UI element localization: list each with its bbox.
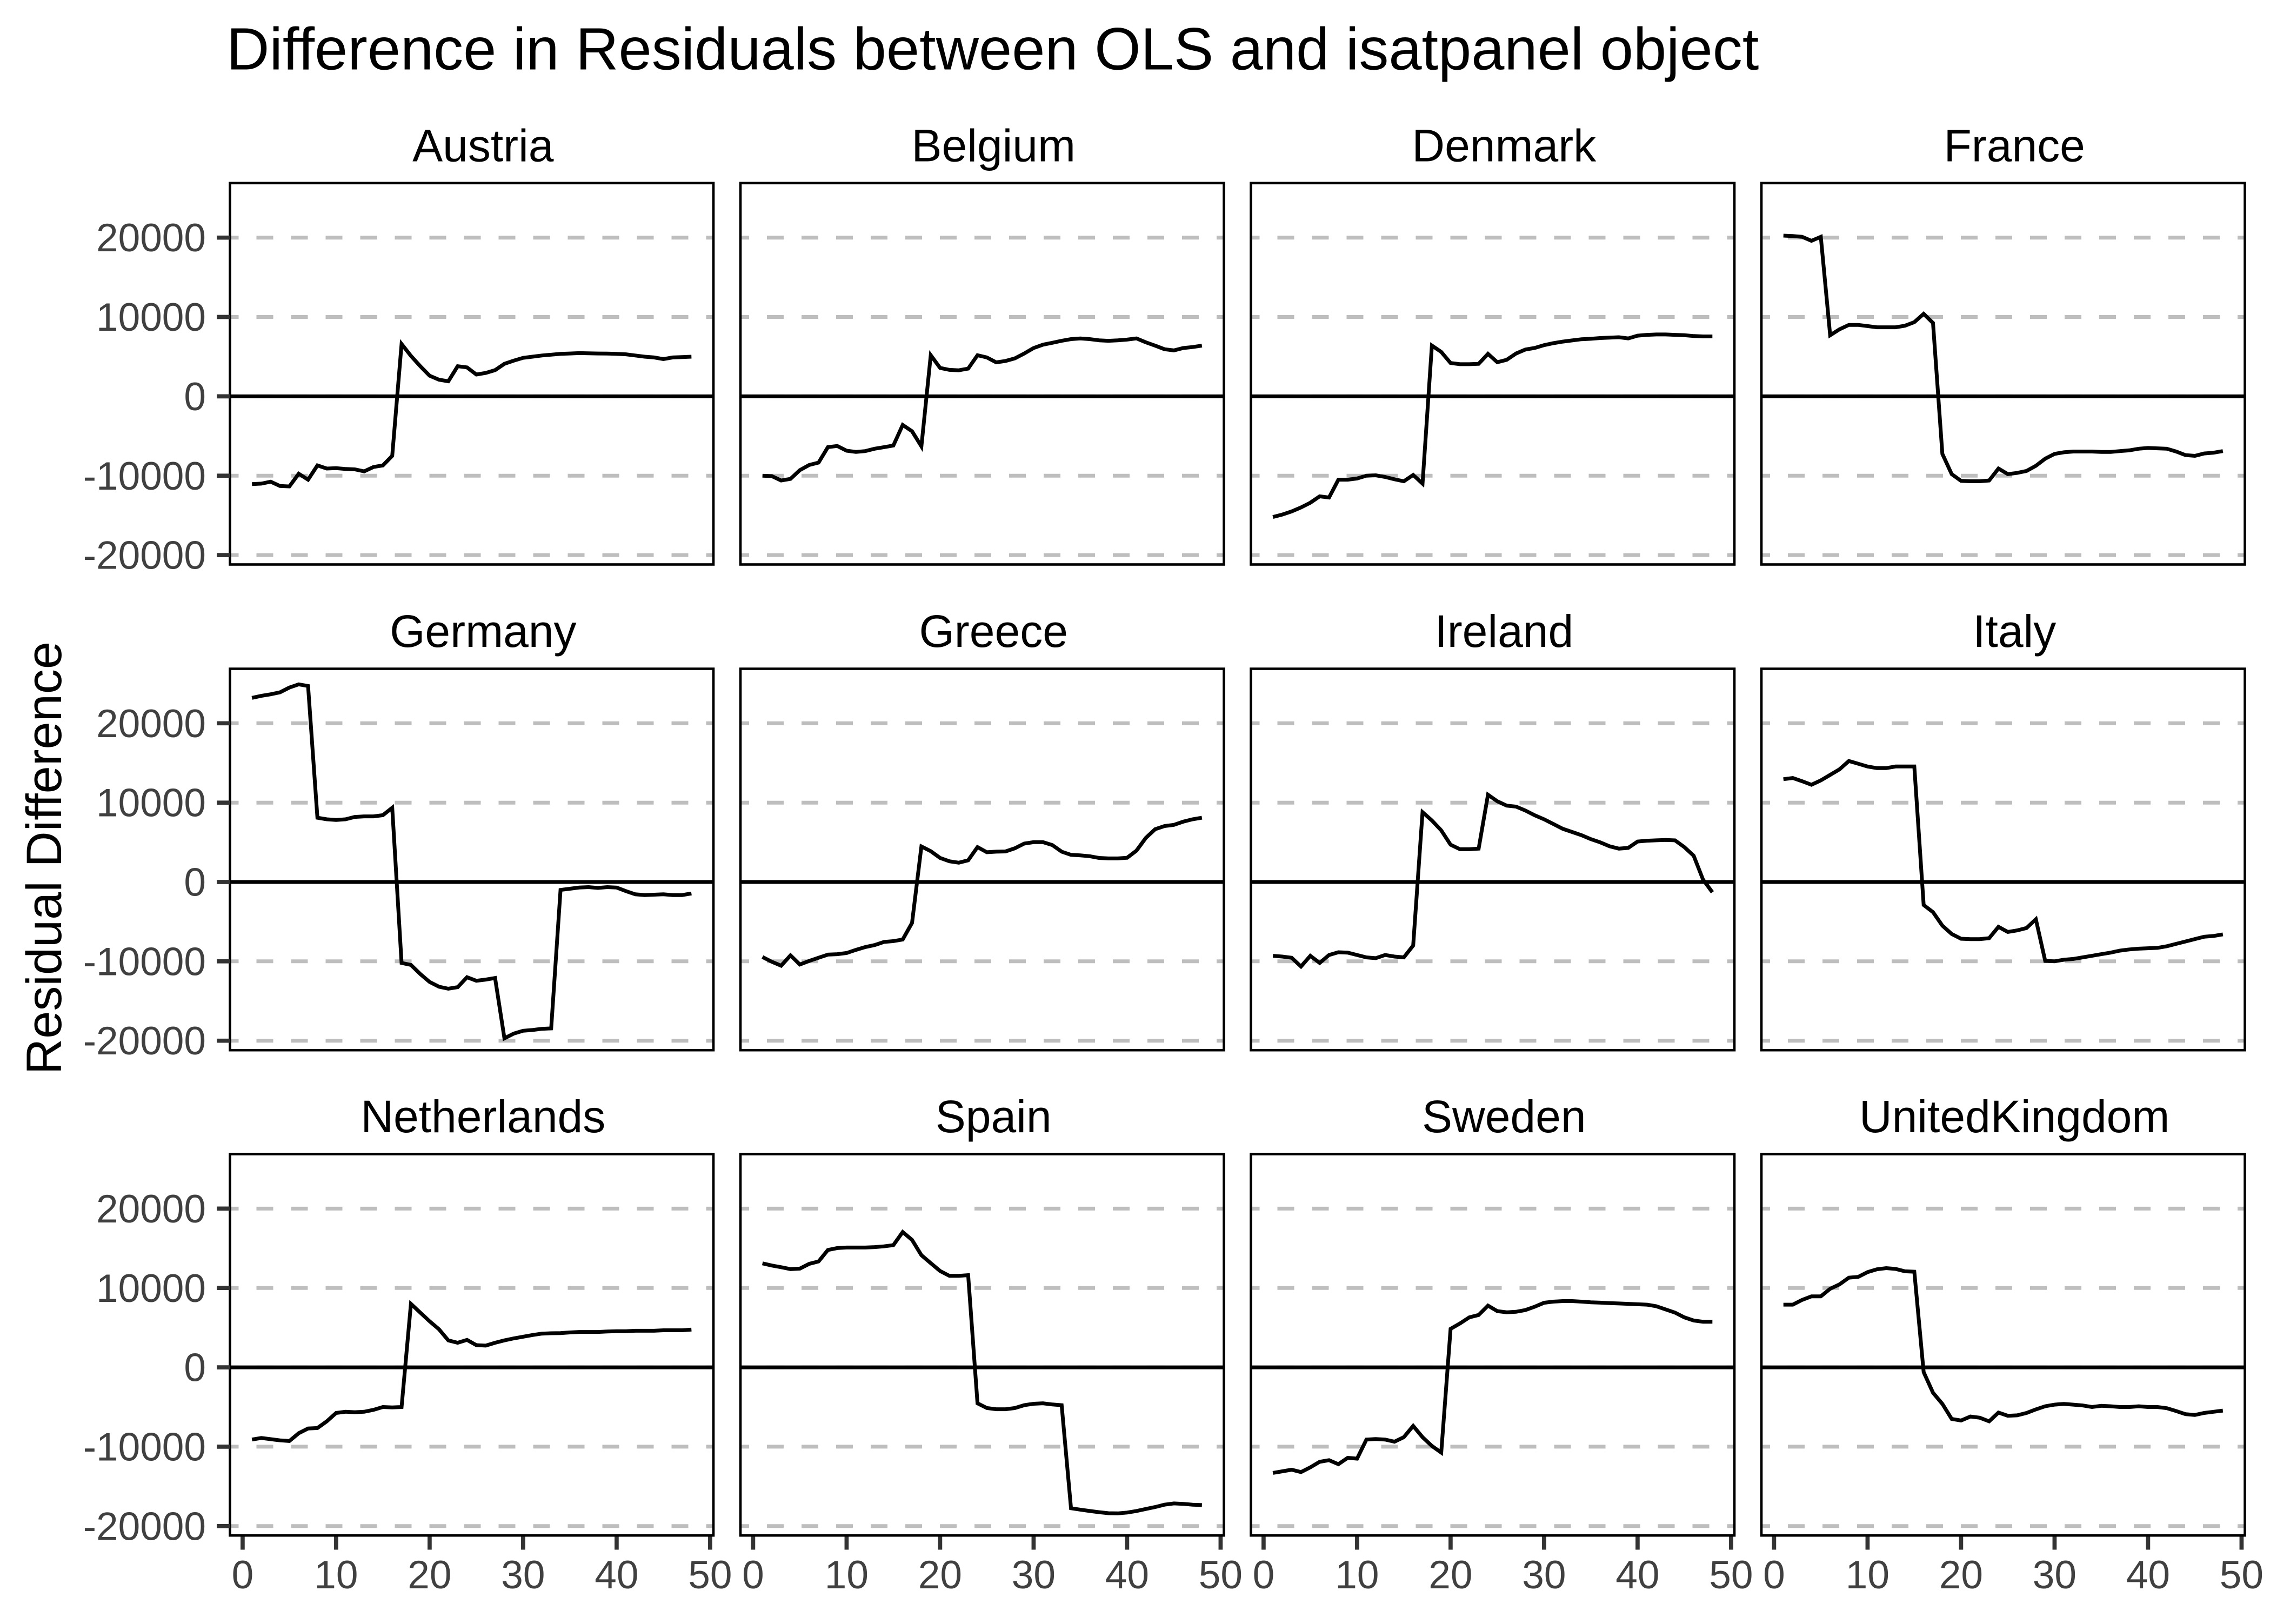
svg-text:Sweden: Sweden <box>1422 1091 1586 1142</box>
svg-text:40: 40 <box>2126 1553 2170 1597</box>
svg-text:40: 40 <box>1105 1553 1149 1597</box>
svg-text:France: France <box>1944 120 2085 171</box>
svg-text:20: 20 <box>408 1553 451 1597</box>
svg-text:40: 40 <box>595 1553 638 1597</box>
svg-text:Denmark: Denmark <box>1412 120 1597 171</box>
svg-text:0: 0 <box>1763 1553 1785 1597</box>
svg-text:Greece: Greece <box>919 606 1067 657</box>
svg-text:50: 50 <box>2220 1553 2264 1597</box>
svg-text:10: 10 <box>1335 1553 1379 1597</box>
svg-text:30: 30 <box>501 1553 545 1597</box>
svg-text:50: 50 <box>1199 1553 1243 1597</box>
svg-text:20000: 20000 <box>96 702 206 746</box>
svg-text:-20000: -20000 <box>83 534 206 578</box>
svg-text:10: 10 <box>825 1553 869 1597</box>
svg-text:30: 30 <box>1522 1553 1566 1597</box>
svg-text:UnitedKingdom: UnitedKingdom <box>1859 1091 2169 1142</box>
svg-text:20: 20 <box>1939 1553 1983 1597</box>
svg-text:-20000: -20000 <box>83 1019 206 1063</box>
svg-text:20: 20 <box>1428 1553 1472 1597</box>
svg-text:-10000: -10000 <box>83 455 206 498</box>
svg-text:-10000: -10000 <box>83 940 206 984</box>
svg-text:Italy: Italy <box>1973 606 2056 657</box>
svg-text:0: 0 <box>184 1346 206 1390</box>
svg-text:30: 30 <box>1012 1553 1056 1597</box>
svg-text:0: 0 <box>232 1553 254 1597</box>
svg-text:-20000: -20000 <box>83 1505 206 1548</box>
svg-text:0: 0 <box>742 1553 764 1597</box>
svg-text:20: 20 <box>918 1553 962 1597</box>
svg-text:10: 10 <box>314 1553 358 1597</box>
svg-text:20000: 20000 <box>96 1187 206 1231</box>
svg-text:0: 0 <box>1253 1553 1275 1597</box>
svg-text:Belgium: Belgium <box>911 120 1075 171</box>
svg-text:10000: 10000 <box>96 781 206 825</box>
svg-text:Residual Difference: Residual Difference <box>17 641 72 1074</box>
svg-text:Ireland: Ireland <box>1434 606 1573 657</box>
svg-text:20000: 20000 <box>96 216 206 260</box>
svg-text:10000: 10000 <box>96 1267 206 1311</box>
svg-text:40: 40 <box>1615 1553 1659 1597</box>
svg-text:Difference in Residuals betwee: Difference in Residuals between OLS and … <box>226 16 1759 83</box>
svg-text:Austria: Austria <box>412 120 554 171</box>
svg-text:-10000: -10000 <box>83 1425 206 1469</box>
svg-text:0: 0 <box>184 375 206 419</box>
svg-text:50: 50 <box>688 1553 732 1597</box>
svg-text:Germany: Germany <box>390 606 576 657</box>
svg-text:10: 10 <box>1846 1553 1890 1597</box>
svg-text:Spain: Spain <box>936 1091 1052 1142</box>
svg-text:50: 50 <box>1709 1553 1753 1597</box>
svg-text:30: 30 <box>2033 1553 2077 1597</box>
svg-text:10000: 10000 <box>96 296 206 339</box>
svg-text:0: 0 <box>184 861 206 905</box>
svg-text:Netherlands: Netherlands <box>360 1091 605 1142</box>
